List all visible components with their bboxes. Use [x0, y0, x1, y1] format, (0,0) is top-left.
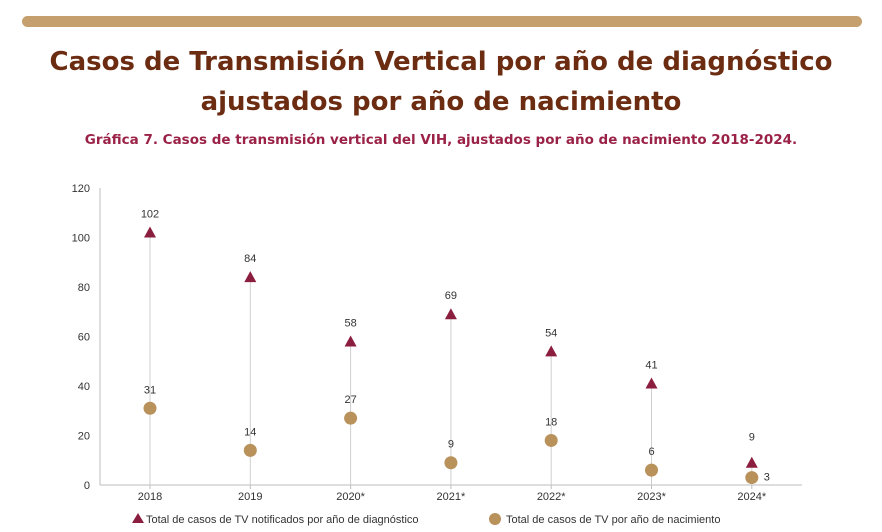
y-tick-label: 100 — [72, 233, 90, 245]
top-banner-bar — [22, 16, 862, 27]
legend-label-diagnostico: Total de casos de TV notificados por año… — [146, 514, 419, 526]
triangle-point — [144, 226, 156, 238]
circle-value-label: 9 — [448, 439, 454, 451]
circle-value-label: 14 — [244, 426, 256, 438]
circle-value-label: 3 — [764, 472, 770, 484]
circle-value-label: 31 — [144, 384, 156, 396]
title-line-1: Casos de Transmisión Vertical por año de… — [49, 47, 833, 77]
circle-point — [344, 411, 358, 425]
circle-point — [645, 463, 658, 477]
y-tick-label: 20 — [78, 431, 90, 443]
triangle-value-label: 54 — [545, 327, 557, 339]
triangle-value-label: 102 — [141, 209, 159, 221]
circle-value-label: 18 — [545, 416, 557, 428]
triangle-point — [545, 345, 558, 357]
circle-point — [544, 433, 558, 447]
legend-label-nacimiento: Total de casos de TV por año de nacimien… — [506, 514, 720, 526]
x-tick-label: 2018 — [138, 491, 162, 503]
triangle-value-label: 69 — [445, 290, 457, 302]
triangle-point — [444, 308, 457, 320]
x-tick-label: 2021* — [437, 491, 466, 503]
triangle-value-label: 41 — [645, 360, 657, 372]
circle-point — [444, 456, 458, 470]
y-tick-label: 120 — [72, 183, 90, 195]
x-tick-label: 2020* — [336, 491, 365, 503]
chart-subtitle: Gráfica 7. Casos de transmisión vertical… — [84, 132, 798, 148]
x-tick-label: 2024* — [737, 491, 766, 503]
circle-point — [243, 443, 257, 457]
triangle-value-label: 84 — [244, 253, 256, 265]
y-tick-label: 40 — [78, 381, 90, 393]
title-line-2: ajustados por año de nacimiento — [200, 87, 682, 117]
circle-value-label: 6 — [648, 446, 654, 458]
y-tick-label: 80 — [78, 282, 90, 294]
legend-circle-marker — [489, 513, 501, 525]
circle-point — [143, 401, 157, 415]
triangle-point — [344, 335, 357, 347]
triangle-point — [244, 271, 257, 283]
triangle-value-label: 58 — [344, 317, 356, 329]
x-tick-label: 2022* — [537, 491, 566, 503]
triangle-point — [745, 456, 758, 468]
y-tick-label: 0 — [84, 480, 90, 492]
circle-value-label: 27 — [344, 394, 356, 406]
x-tick-label: 2023* — [637, 491, 666, 503]
triangle-value-label: 9 — [749, 432, 755, 444]
triangle-point — [645, 377, 658, 389]
page-title: Casos de Transmisión Vertical por año de… — [0, 42, 882, 122]
x-tick-label: 2019 — [238, 491, 262, 503]
y-tick-label: 60 — [78, 332, 90, 344]
legend-triangle-marker — [132, 513, 144, 523]
circle-point — [745, 471, 759, 485]
